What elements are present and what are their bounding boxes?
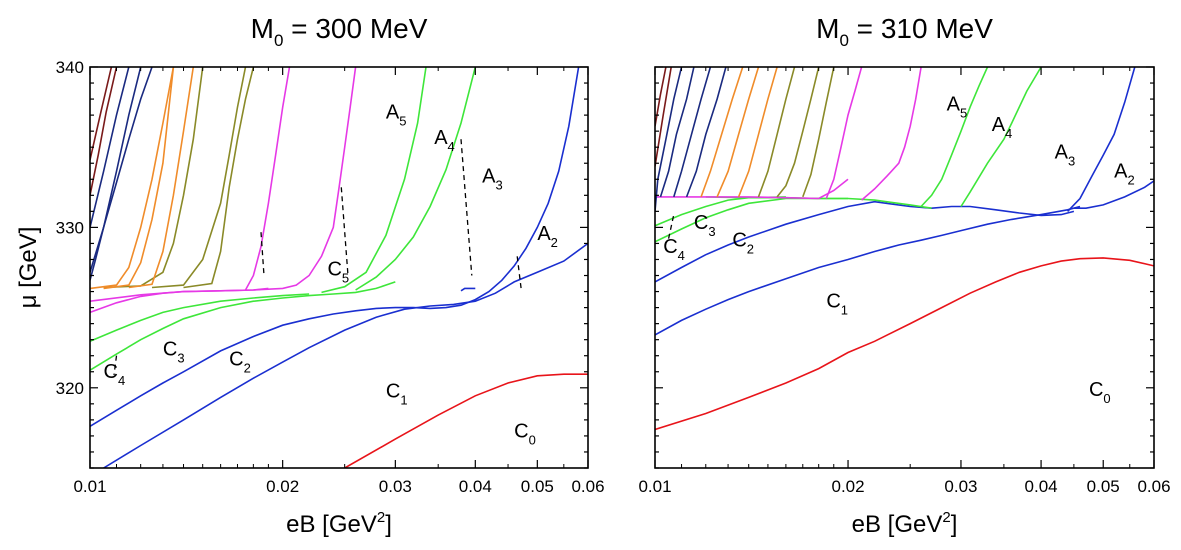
x-tick-label: 0.05 (521, 477, 554, 496)
series-line-blue (90, 67, 580, 427)
series-line-magenta (244, 67, 291, 291)
series-line-blue (1067, 67, 1136, 212)
series-line-orange (700, 67, 744, 198)
region-label: C5 (327, 259, 349, 286)
series-line-blue (103, 242, 588, 468)
chart-title: M0 = 310 MeV (816, 13, 993, 50)
region-label: C1 (386, 380, 408, 407)
series-line-orange (90, 67, 175, 290)
series-line-maroon (90, 67, 113, 161)
region-label: A3 (482, 165, 503, 192)
region-label: A5 (947, 93, 968, 120)
series-line-green (920, 67, 989, 208)
y-axis-label: μ [GeV] (15, 227, 42, 309)
x-tick-label: 0.01 (73, 477, 106, 496)
series-line-orange (103, 67, 175, 290)
region-label: C3 (163, 339, 185, 366)
x-tick-label: 0.06 (571, 477, 604, 496)
chart-left: 320 330 340 0.01 0.02 0.03 0.04 0.05 0.06 A5 A4 A3 A… (15, 13, 605, 538)
x-tick-label: 0.03 (379, 477, 412, 496)
region-label: C4 (104, 361, 126, 388)
series-line-maroon (90, 67, 118, 196)
x-tick-label: 0.03 (944, 477, 977, 496)
series-line-green (355, 67, 477, 291)
x-axis-label: eB [GeV2] (286, 509, 392, 538)
series-line-red (655, 257, 1154, 431)
x-tick-label: 0.05 (1087, 477, 1120, 496)
x-axis-label: eB [GeV2] (852, 509, 958, 538)
region-label: A4 (992, 114, 1013, 141)
dashed-boundary (460, 139, 473, 276)
x-tick-label: 0.02 (831, 477, 864, 496)
series-line-magenta (655, 178, 849, 200)
x-tick-label: 0.04 (1025, 477, 1058, 496)
series-line-blue (655, 205, 1081, 336)
series-line-olive (776, 67, 820, 198)
series-line-navy (90, 67, 153, 281)
series-group (90, 67, 588, 468)
series-line-olive (183, 67, 255, 289)
series-line-navy (685, 67, 727, 198)
series-line-green (321, 67, 427, 294)
x-tick-label: 0.02 (266, 477, 299, 496)
region-label: A4 (434, 127, 455, 154)
series-line-green (960, 67, 1042, 207)
plot-frame (89, 66, 589, 469)
series-line-navy (90, 67, 130, 228)
region-label: C4 (663, 236, 685, 263)
series-line-magenta (861, 67, 922, 201)
series-line-orange (716, 67, 760, 198)
series-line-blue (460, 287, 476, 292)
y-tick-label: 340 (56, 58, 84, 77)
region-label: A2 (537, 223, 558, 250)
x-tick-label: 0.06 (1137, 477, 1170, 496)
plot-frame (654, 66, 1155, 469)
series-line-navy (655, 67, 683, 212)
series-line-olive (757, 67, 796, 198)
region-label: A5 (386, 101, 407, 128)
series-line-navy (90, 67, 142, 273)
region-label: A2 (1114, 161, 1135, 188)
region-label: C0 (514, 421, 536, 448)
series-line-olive (151, 67, 247, 289)
dashed-boundary (260, 232, 265, 276)
series-line-maroon (655, 67, 667, 127)
series-line-magenta (90, 67, 357, 302)
y-tick-label: 330 (56, 218, 84, 237)
region-label: C1 (826, 291, 848, 318)
region-label: C0 (1089, 379, 1111, 406)
y-tick-label: 320 (56, 379, 84, 398)
series-line-maroon (655, 67, 672, 167)
series-line-magenta (825, 67, 863, 199)
series-line-orange (128, 67, 195, 289)
series-line-red (344, 373, 588, 468)
region-label: A3 (1055, 141, 1076, 168)
series-line-orange (737, 67, 778, 198)
series-line-green (90, 281, 396, 371)
dashed-boundary (516, 256, 522, 291)
dashed-boundary (667, 214, 675, 239)
region-label: C2 (229, 348, 251, 375)
series-group (655, 67, 1154, 431)
series-line-olive (802, 67, 835, 198)
series-line-navy (673, 67, 712, 198)
x-tick-label: 0.04 (459, 477, 492, 496)
series-line-blue (655, 200, 1075, 283)
x-tick-label: 0.01 (638, 477, 671, 496)
dashed-boundary (113, 355, 118, 376)
series-line-navy (659, 67, 695, 198)
series-line-blue (1073, 180, 1154, 209)
chart-title: M0 = 300 MeV (251, 13, 428, 50)
region-label: C2 (732, 230, 754, 257)
dashed-boundary (340, 187, 349, 276)
series-line-green (90, 293, 310, 343)
